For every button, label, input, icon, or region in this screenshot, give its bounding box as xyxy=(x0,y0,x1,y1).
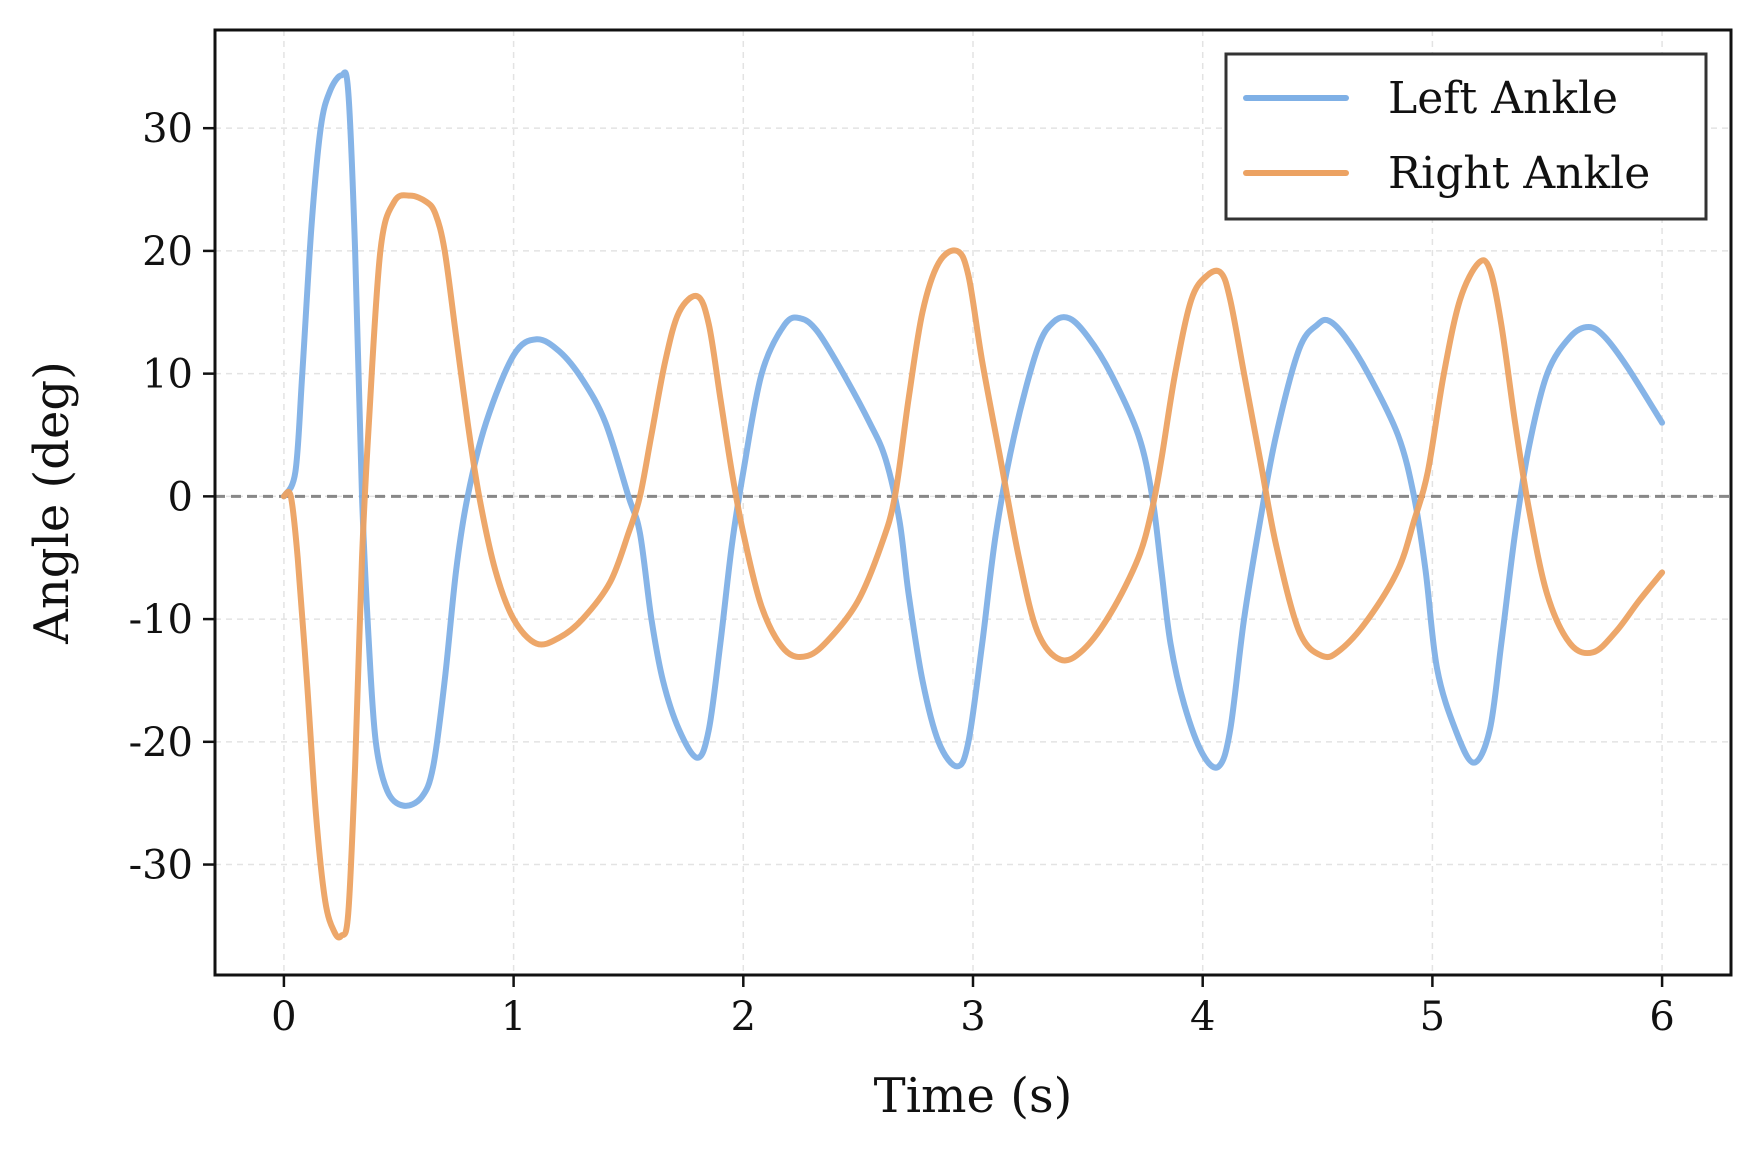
x-tick-label: 2 xyxy=(731,994,756,1040)
x-tick-label: 0 xyxy=(271,994,296,1040)
y-tick-label: 10 xyxy=(142,352,193,398)
series-line-right-ankle xyxy=(280,192,1666,941)
y-tick-label: -20 xyxy=(129,720,193,766)
legend: Left Ankle Right Ankle xyxy=(1224,52,1708,221)
y-tick-label: -30 xyxy=(129,843,193,889)
series-layer xyxy=(280,69,1666,941)
y-tick-label: 20 xyxy=(142,229,193,275)
x-axis-label: Time (s) xyxy=(874,1068,1073,1124)
y-tick-label: 0 xyxy=(168,474,193,520)
x-tick-label: 1 xyxy=(501,994,526,1040)
ticks-layer: 0 1 2 3 4 5 6 -30 -20 -10 0 10 20 30 xyxy=(129,106,1675,1040)
x-tick-label: 5 xyxy=(1420,994,1445,1040)
y-tick-label: 30 xyxy=(142,106,193,152)
x-tick-label: 3 xyxy=(960,994,985,1040)
y-axis-label: Angle (deg) xyxy=(24,361,80,645)
legend-box xyxy=(1224,52,1708,221)
legend-label-right-ankle: Right Ankle xyxy=(1388,148,1650,199)
x-tick-label: 4 xyxy=(1190,994,1215,1040)
x-tick-label: 6 xyxy=(1649,994,1674,1040)
y-tick-label: -10 xyxy=(129,597,193,643)
legend-label-left-ankle: Left Ankle xyxy=(1388,73,1618,124)
series-line-left-ankle xyxy=(280,69,1666,809)
